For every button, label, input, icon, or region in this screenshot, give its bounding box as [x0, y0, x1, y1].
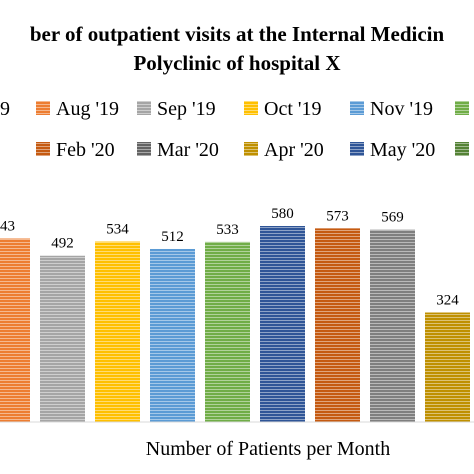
bar: [315, 228, 360, 422]
legend-label: Oct '19: [264, 98, 321, 120]
data-label: 512: [161, 229, 184, 245]
bar: [205, 241, 250, 422]
data-label: 492: [51, 236, 74, 252]
legend-label: 19: [0, 98, 10, 120]
legend-swatch: [137, 142, 151, 156]
bar: [95, 241, 140, 422]
data-label: 324: [436, 293, 459, 309]
legend-label: Feb '20: [56, 139, 115, 161]
legend-label: Nov '19: [370, 98, 433, 120]
data-label: 580: [271, 206, 294, 222]
data-labels: 43 492 534 512 533 580 573 569 324: [0, 206, 459, 309]
legend-swatch: [36, 101, 50, 115]
legend-label: Aug '19: [56, 98, 119, 120]
bar: [150, 248, 195, 422]
legend-swatch: [36, 142, 50, 156]
bar: [260, 226, 305, 422]
bar: [0, 238, 30, 422]
legend-swatch: [137, 101, 151, 115]
data-label: 534: [106, 222, 129, 238]
legend-label: Apr '20: [264, 139, 324, 161]
legend-label: Sep '19: [157, 98, 216, 120]
data-label: 533: [216, 222, 239, 238]
legend-swatch: [244, 142, 258, 156]
bar: [40, 255, 85, 422]
legend-swatch: [455, 142, 469, 156]
bars: [0, 226, 470, 422]
data-label: 43: [0, 219, 15, 235]
bar: [370, 229, 415, 422]
data-label: 569: [381, 210, 404, 226]
chart-title-line-1: ber of outpatient visits at the Internal…: [29, 22, 445, 46]
legend-label: Mar '20: [157, 139, 219, 161]
legend-label: May '20: [370, 139, 435, 161]
bar: [425, 312, 470, 422]
legend-swatch: [350, 142, 364, 156]
legend-swatch: [455, 101, 469, 115]
legend-swatch: [350, 101, 364, 115]
data-label: 573: [326, 208, 349, 224]
legend-swatch: [244, 101, 258, 115]
x-axis-label: Number of Patients per Month: [146, 438, 390, 460]
chart-title-line-2: Polyclinic of hospital X: [133, 51, 341, 75]
